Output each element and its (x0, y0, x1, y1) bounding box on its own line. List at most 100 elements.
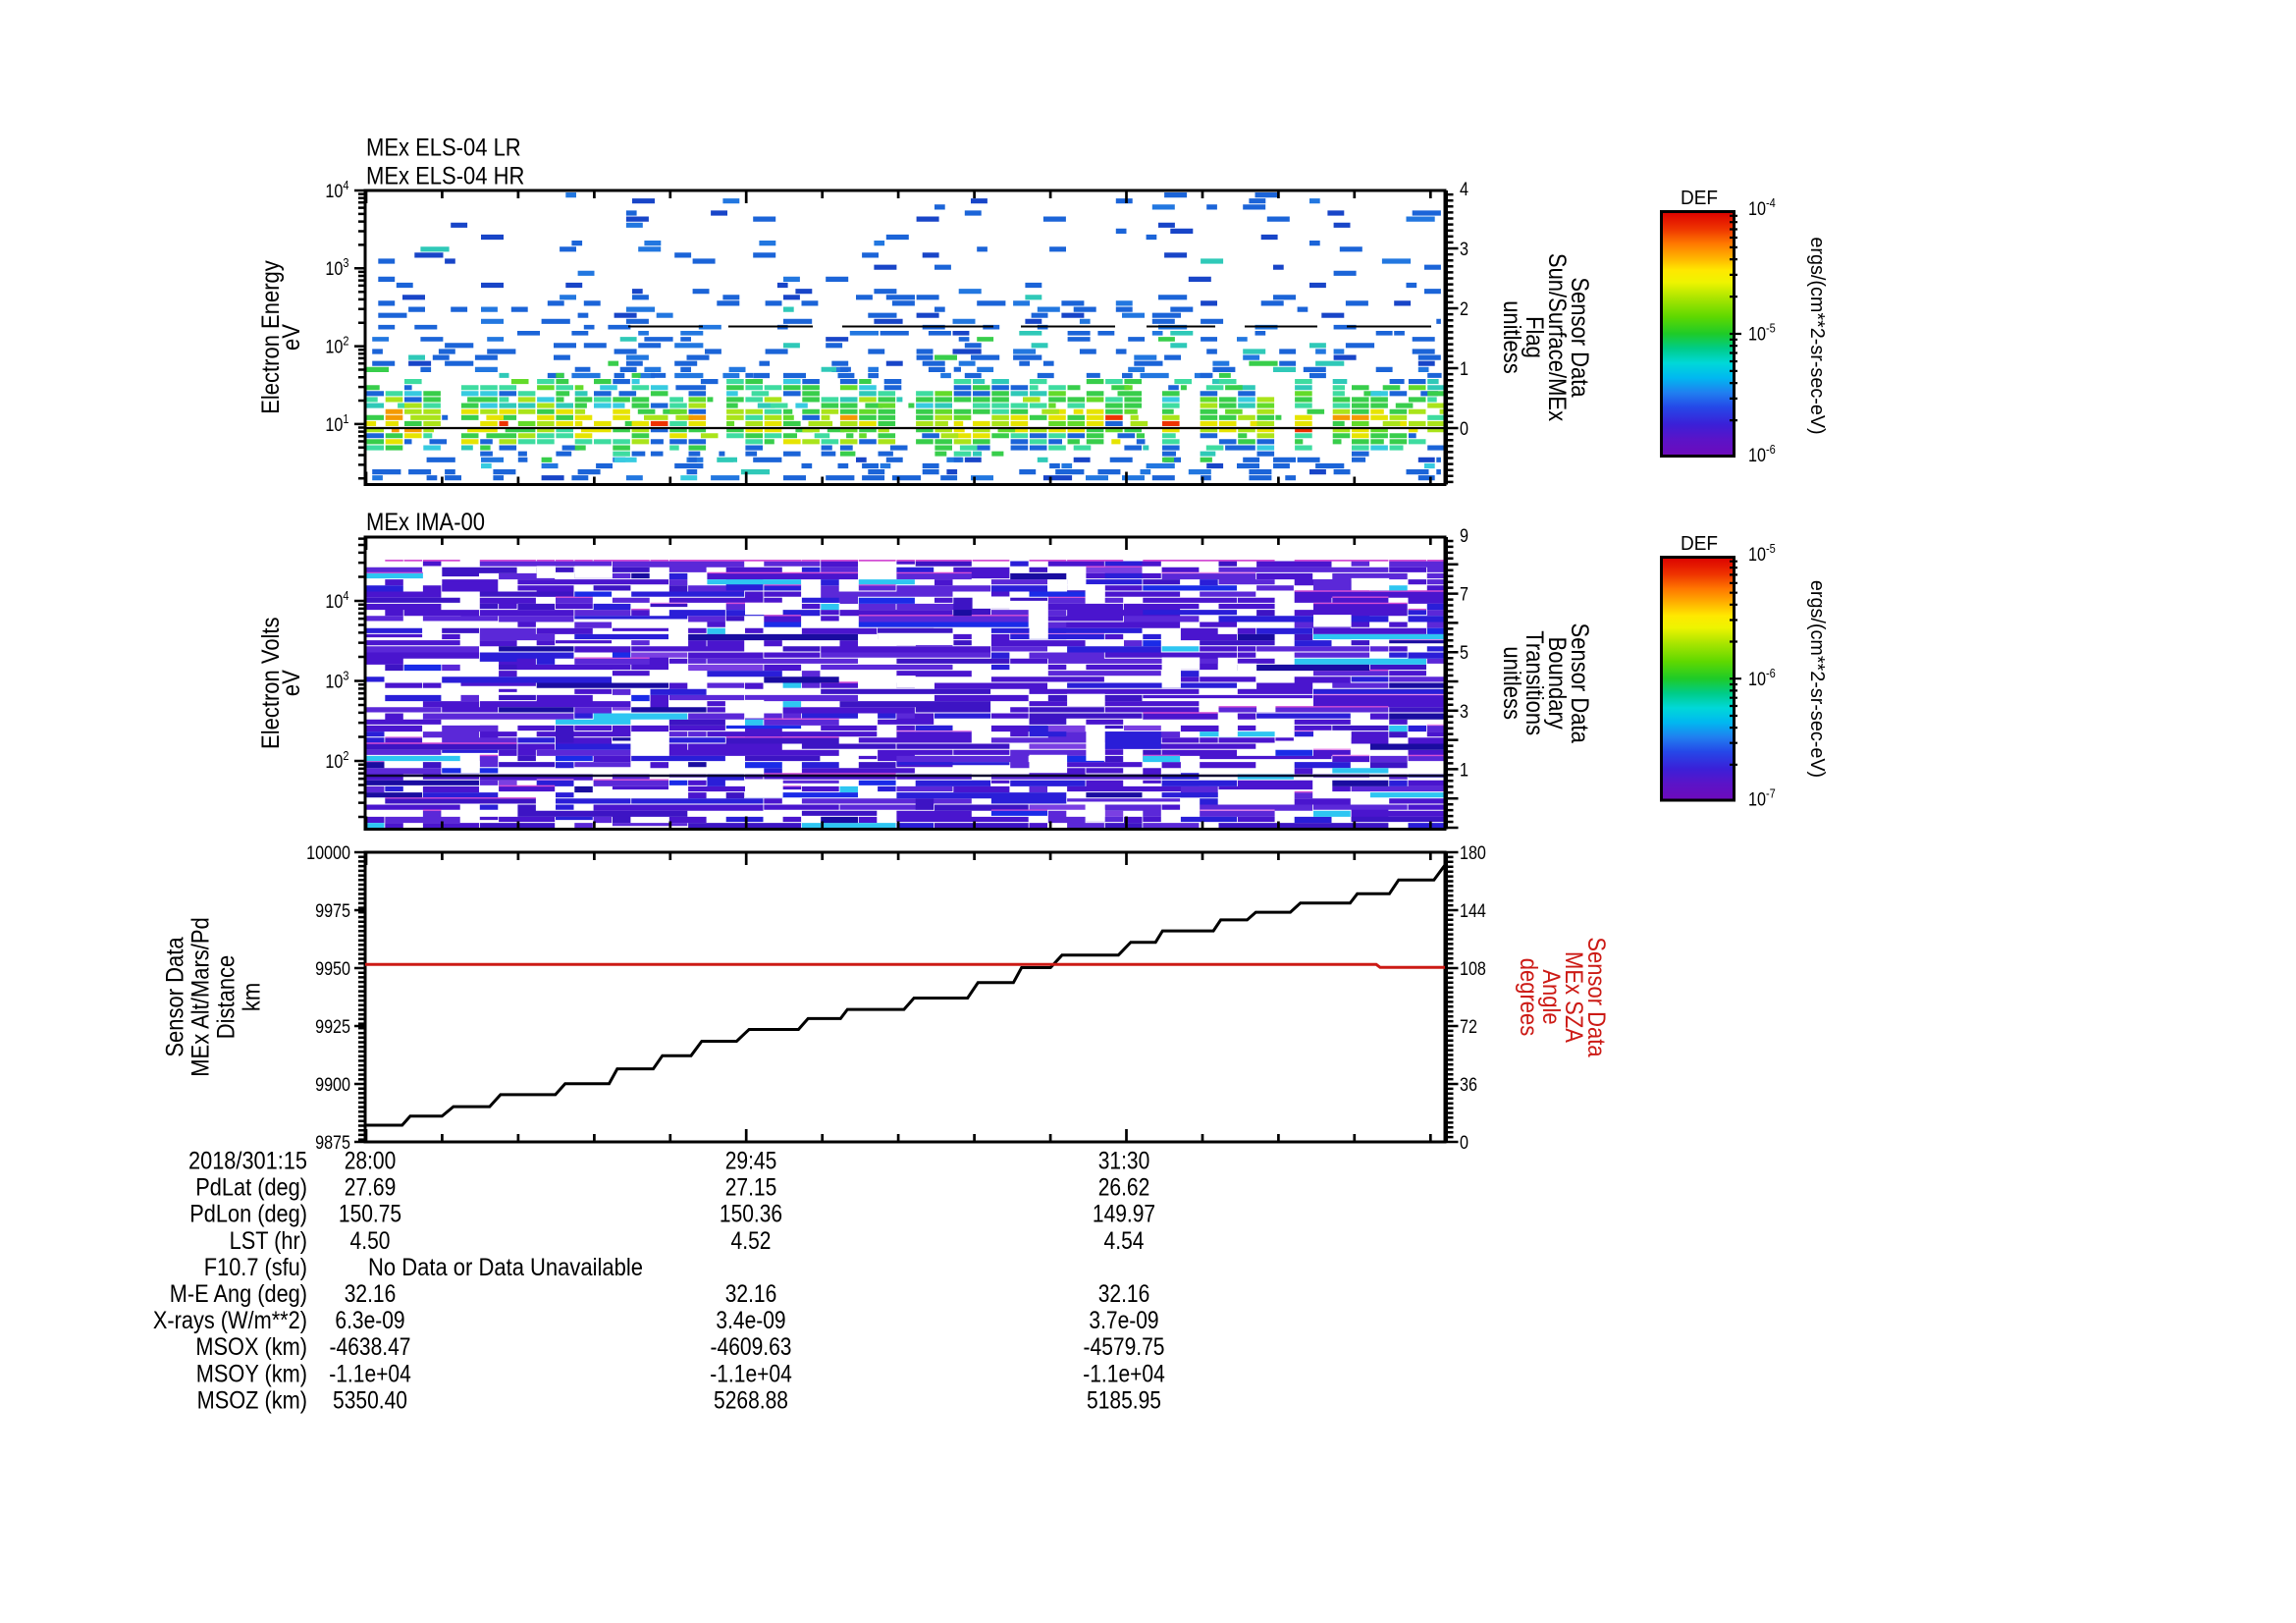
svg-text:DEF: DEF (1681, 533, 1718, 555)
svg-text:6.3e-09: 6.3e-09 (335, 1307, 404, 1334)
svg-text:0: 0 (1460, 1133, 1468, 1154)
svg-text:MEx Alt/Mars/Pd: MEx Alt/Mars/Pd (187, 917, 215, 1077)
svg-text:unitless: unitless (1498, 300, 1525, 374)
svg-text:101: 101 (325, 411, 348, 436)
svg-text:180: 180 (1460, 843, 1486, 864)
svg-text:26.62: 26.62 (1098, 1174, 1150, 1202)
svg-text:km: km (239, 983, 266, 1011)
svg-text:eV: eV (278, 324, 305, 351)
svg-text:32.16: 32.16 (345, 1280, 397, 1308)
svg-text:31:30: 31:30 (1098, 1148, 1150, 1175)
svg-text:Transitions: Transitions (1521, 630, 1548, 735)
svg-text:9950: 9950 (315, 959, 350, 980)
svg-text:104: 104 (325, 588, 348, 613)
svg-text:108: 108 (1460, 959, 1486, 980)
svg-text:ergs/(cm**2-sr-sec-eV): ergs/(cm**2-sr-sec-eV) (1806, 237, 1828, 434)
svg-text:4.52: 4.52 (731, 1227, 772, 1255)
svg-text:9: 9 (1460, 526, 1468, 547)
svg-text:144: 144 (1460, 901, 1486, 922)
svg-text:10-5: 10-5 (1748, 541, 1776, 566)
svg-text:-1.1e+04: -1.1e+04 (1083, 1360, 1165, 1387)
svg-text:10-4: 10-4 (1748, 195, 1776, 220)
svg-text:Flag: Flag (1521, 316, 1548, 358)
svg-text:36: 36 (1460, 1075, 1477, 1096)
svg-text:7: 7 (1460, 585, 1468, 606)
svg-text:MEx ELS-04 LR: MEx ELS-04 LR (366, 135, 521, 162)
svg-text:eV: eV (278, 670, 305, 696)
svg-text:0: 0 (1460, 419, 1468, 440)
svg-text:103: 103 (325, 255, 348, 280)
svg-text:5: 5 (1460, 643, 1468, 664)
svg-text:5268.88: 5268.88 (714, 1386, 788, 1414)
svg-text:9875: 9875 (315, 1133, 350, 1154)
svg-text:MEx IMA-00: MEx IMA-00 (366, 509, 485, 536)
svg-text:X-rays (W/m**2): X-rays (W/m**2) (153, 1307, 307, 1334)
svg-text:MEx SZA: MEx SZA (1560, 951, 1587, 1043)
svg-text:5185.95: 5185.95 (1087, 1386, 1161, 1414)
svg-text:degrees: degrees (1515, 958, 1542, 1037)
svg-text:32.16: 32.16 (725, 1280, 777, 1308)
svg-text:Electron Energy: Electron Energy (257, 260, 285, 414)
svg-text:Distance: Distance (213, 955, 240, 1040)
svg-text:-4638.47: -4638.47 (330, 1333, 411, 1361)
svg-text:F10.7 (sfu): F10.7 (sfu) (204, 1254, 307, 1281)
svg-text:ergs/(cm**2-sr-sec-eV): ergs/(cm**2-sr-sec-eV) (1806, 580, 1828, 778)
svg-text:4: 4 (1460, 180, 1468, 200)
svg-text:9925: 9925 (315, 1017, 350, 1038)
svg-text:28:00: 28:00 (345, 1148, 397, 1175)
svg-text:103: 103 (325, 669, 348, 693)
svg-text:10-6: 10-6 (1748, 666, 1776, 690)
svg-text:MSOX (km): MSOX (km) (195, 1333, 307, 1361)
svg-text:150.75: 150.75 (339, 1201, 401, 1228)
svg-text:3: 3 (1460, 240, 1468, 260)
svg-text:Sensor Data: Sensor Data (1566, 623, 1593, 743)
svg-text:Angle: Angle (1537, 969, 1565, 1024)
svg-text:-1.1e+04: -1.1e+04 (710, 1360, 792, 1387)
svg-text:MSOZ (km): MSOZ (km) (197, 1386, 307, 1414)
svg-text:72: 72 (1460, 1017, 1477, 1038)
svg-text:10-6: 10-6 (1748, 442, 1776, 466)
svg-text:4.50: 4.50 (350, 1227, 391, 1255)
svg-text:PdLon (deg): PdLon (deg) (189, 1201, 307, 1228)
svg-text:150.36: 150.36 (720, 1201, 782, 1228)
svg-text:MSOY (km): MSOY (km) (196, 1360, 307, 1387)
svg-text:PdLat (deg): PdLat (deg) (195, 1174, 307, 1202)
svg-text:Sensor Data: Sensor Data (1566, 277, 1593, 397)
svg-text:3.4e-09: 3.4e-09 (716, 1307, 785, 1334)
svg-text:-4579.75: -4579.75 (1084, 1333, 1165, 1361)
svg-text:-1.1e+04: -1.1e+04 (329, 1360, 411, 1387)
svg-text:Sensor Data: Sensor Data (162, 937, 189, 1056)
svg-text:10-5: 10-5 (1748, 321, 1776, 346)
svg-text:102: 102 (325, 748, 348, 773)
svg-text:32.16: 32.16 (1098, 1280, 1150, 1308)
svg-text:102: 102 (325, 334, 348, 358)
svg-text:29:45: 29:45 (725, 1148, 777, 1175)
svg-text:5350.40: 5350.40 (333, 1386, 407, 1414)
svg-text:1: 1 (1460, 359, 1468, 380)
svg-text:Electron Volts: Electron Volts (257, 617, 285, 749)
svg-text:unitless: unitless (1498, 646, 1525, 720)
svg-text:10-7: 10-7 (1748, 786, 1776, 811)
svg-text:149.97: 149.97 (1093, 1201, 1155, 1228)
svg-text:2018/301:15: 2018/301:15 (188, 1148, 307, 1175)
svg-text:27.15: 27.15 (725, 1174, 777, 1202)
svg-text:Sun/Surface/MEx: Sun/Surface/MEx (1543, 253, 1571, 422)
svg-text:2: 2 (1460, 299, 1468, 320)
svg-text:3.7e-09: 3.7e-09 (1089, 1307, 1158, 1334)
svg-text:Boundary: Boundary (1543, 637, 1571, 730)
svg-text:LST (hr): LST (hr) (230, 1227, 307, 1255)
svg-text:DEF: DEF (1681, 188, 1718, 209)
svg-text:4.54: 4.54 (1104, 1227, 1145, 1255)
svg-text:10000: 10000 (306, 843, 350, 864)
svg-text:3: 3 (1460, 702, 1468, 723)
svg-text:-4609.63: -4609.63 (711, 1333, 792, 1361)
svg-text:M-E Ang (deg): M-E Ang (deg) (170, 1280, 307, 1308)
svg-text:1: 1 (1460, 760, 1468, 781)
svg-text:No Data or Data Unavailable: No Data or Data Unavailable (368, 1254, 643, 1281)
svg-text:104: 104 (325, 178, 348, 202)
svg-text:27.69: 27.69 (345, 1174, 397, 1202)
svg-text:MEx ELS-04 HR: MEx ELS-04 HR (366, 163, 524, 190)
svg-text:Sensor Data: Sensor Data (1582, 937, 1610, 1056)
svg-text:9975: 9975 (315, 901, 350, 922)
svg-text:9900: 9900 (315, 1075, 350, 1096)
